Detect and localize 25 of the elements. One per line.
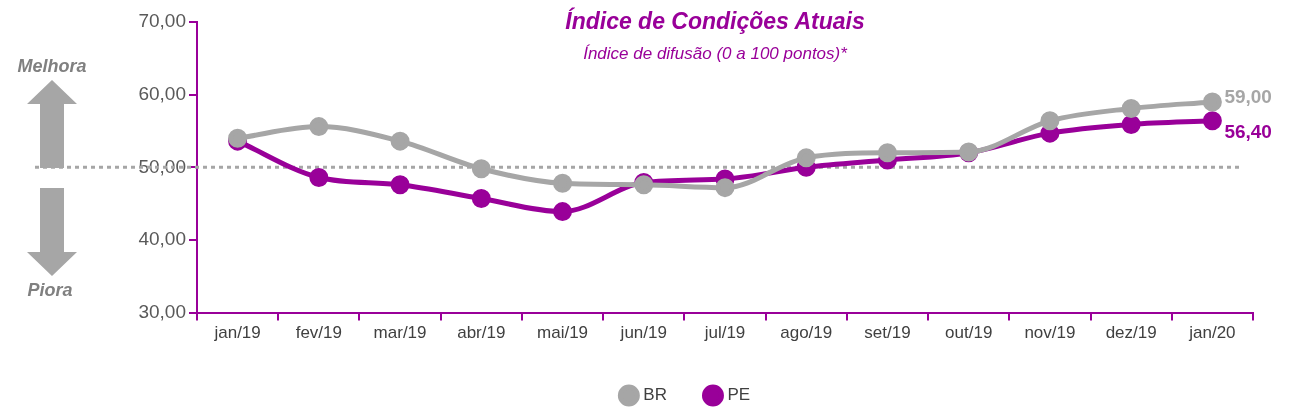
text: Melhora	[17, 56, 87, 77]
x-tick-label: out/19	[945, 323, 993, 343]
data-label: 59,00	[1224, 86, 1272, 108]
x-tick-label: ago/19	[780, 323, 833, 343]
legend-label: BR	[643, 385, 667, 405]
x-tick-label: abr/19	[457, 323, 506, 343]
x-tick-label: dez/19	[1105, 323, 1157, 343]
x-tick-label: set/19	[864, 323, 911, 343]
y-tick-label: 70,00	[138, 10, 186, 32]
y-tick-label: 60,00	[138, 82, 186, 104]
x-tick-label: nov/19	[1024, 323, 1076, 343]
x-tick-label: jun/19	[619, 323, 667, 343]
x-tick-label: fev/19	[295, 323, 342, 343]
x-tick-label: mar/19	[373, 323, 427, 343]
chart-title: Índice de Condições Atuais	[565, 8, 865, 35]
x-tick-label: mai/19	[537, 323, 589, 343]
data-label: 56,40	[1224, 121, 1272, 143]
x-tick-label: jan/19	[213, 323, 261, 343]
text: Piora	[27, 280, 73, 301]
text: Índice de difusão (0 a 100 pontos)*	[583, 44, 847, 64]
legend-label: PE	[727, 385, 751, 405]
x-tick-label: jan/20	[1188, 323, 1236, 343]
y-tick-label: 40,00	[138, 228, 186, 250]
x-tick-label: jul/19	[703, 323, 746, 343]
y-tick-label: 30,00	[138, 300, 186, 322]
